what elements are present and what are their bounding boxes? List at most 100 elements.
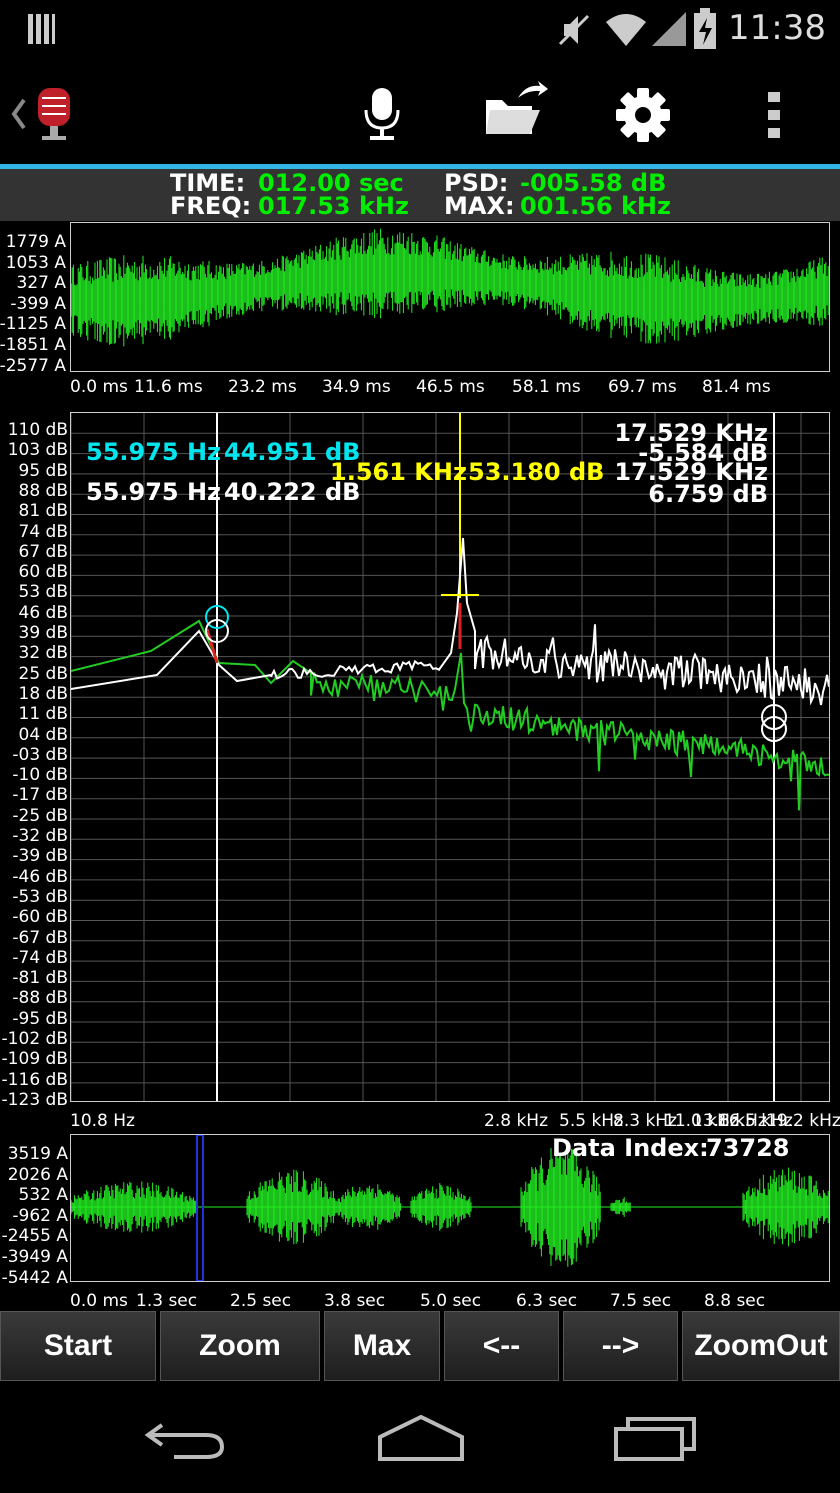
spectrum-y-label: 74 dB bbox=[18, 521, 69, 542]
waveform-y-label: -1125 A bbox=[0, 314, 66, 335]
overview-y-label: 2026 A bbox=[7, 1164, 68, 1185]
psd-label: PSD: bbox=[444, 169, 509, 197]
marker-white-circle bbox=[205, 619, 229, 643]
status-time: 11:38 bbox=[728, 8, 826, 48]
max-label: MAX: bbox=[444, 192, 515, 220]
marker-cyan-db: 44.951 dB bbox=[224, 438, 361, 466]
max-button[interactable]: Max bbox=[324, 1311, 440, 1381]
spectrum-y-label: 110 dB bbox=[7, 420, 68, 440]
spectrum-y-label: -74 dB bbox=[12, 947, 68, 968]
white-spectrum-line bbox=[70, 537, 830, 706]
navigation-bar bbox=[0, 1381, 840, 1493]
waveform-x-label: 46.5 ms bbox=[416, 377, 485, 397]
start-button[interactable]: Start bbox=[0, 1311, 156, 1381]
spectrum-y-label: -109 dB bbox=[1, 1049, 68, 1070]
back-icon[interactable] bbox=[144, 1417, 228, 1461]
overview-x-label: 6.3 sec bbox=[516, 1291, 578, 1311]
waveform-x-label: 81.4 ms bbox=[702, 377, 771, 397]
spectrum-y-label: 11 dB bbox=[18, 704, 69, 725]
info-bar: TIME: 012.00 sec FREQ: 017.53 kHz PSD: -… bbox=[0, 169, 840, 221]
marker-yellow-freq: 1.561 KHz bbox=[330, 458, 467, 486]
overview-y-label: -3949 A bbox=[1, 1247, 68, 1267]
data-index-label: Data Index: bbox=[552, 1134, 709, 1162]
spectrum-traces bbox=[70, 413, 830, 1101]
marker-yellow-db: 53.180 dB bbox=[468, 458, 605, 486]
spectrum-y-label: 53 dB bbox=[18, 582, 69, 603]
folder-share-icon[interactable] bbox=[482, 80, 550, 140]
marker-cyan-freq: 55.975 Hz bbox=[86, 438, 222, 466]
home-icon[interactable] bbox=[376, 1413, 466, 1463]
spectrum-y-label: -67 dB bbox=[12, 927, 68, 948]
waveform-x-label: 58.1 ms bbox=[512, 377, 581, 397]
spectrum-y-label: -95 dB bbox=[12, 1008, 68, 1029]
spectrum-y-label: 25 dB bbox=[18, 663, 69, 684]
spectrum-y-label: -116 dB bbox=[1, 1069, 68, 1090]
overview-x-label: 2.5 sec bbox=[230, 1291, 292, 1311]
zoom-button[interactable]: Zoom bbox=[160, 1311, 320, 1381]
waveform-plot[interactable] bbox=[70, 222, 830, 372]
marker-white-freq: 55.975 Hz bbox=[86, 478, 222, 506]
waveform-y-label: 327 A bbox=[16, 273, 66, 294]
overflow-menu-icon[interactable] bbox=[766, 90, 782, 140]
freq-value: 017.53 kHz bbox=[258, 192, 409, 220]
action-bar-divider bbox=[0, 164, 840, 169]
waveform-line bbox=[70, 228, 829, 347]
spectrum-y-label: -25 dB bbox=[12, 805, 68, 826]
spectrum-x-label: 19.2 kHz bbox=[766, 1111, 840, 1131]
waveform-x-label: 23.2 ms bbox=[228, 377, 297, 397]
marker-cyan-circle bbox=[205, 605, 229, 629]
back-chevron-icon[interactable] bbox=[8, 96, 28, 132]
prev-button[interactable]: <-- bbox=[444, 1311, 559, 1381]
marker-right-db2: 6.759 dB bbox=[648, 480, 768, 508]
next-button[interactable]: --> bbox=[563, 1311, 678, 1381]
spectrum-y-label: 95 dB bbox=[18, 460, 69, 481]
spectrum-x-label: 2.8 kHz bbox=[484, 1111, 548, 1131]
app-mic-logo-icon[interactable] bbox=[30, 84, 78, 144]
spectrum-y-label: 18 dB bbox=[18, 683, 69, 704]
spectrum-y-label: 32 dB bbox=[18, 643, 69, 664]
zoomout-button[interactable]: ZoomOut bbox=[682, 1311, 840, 1381]
waveform-y-label: 1053 A bbox=[5, 252, 66, 273]
spectrum-y-label: -60 dB bbox=[12, 907, 68, 928]
overview-y-label: -5442 A bbox=[1, 1267, 68, 1288]
spectrum-y-label: 46 dB bbox=[18, 602, 69, 623]
marker-red-left bbox=[205, 628, 219, 664]
signal-icon bbox=[652, 12, 686, 46]
spectrum-x-label: 13.8 kHz bbox=[692, 1111, 767, 1131]
wifi-icon bbox=[606, 14, 646, 46]
spectrum-y-label: 81 dB bbox=[18, 501, 69, 522]
waveform-trace bbox=[70, 228, 829, 347]
control-buttons: Start Zoom Max <-- --> ZoomOut bbox=[0, 1311, 840, 1381]
spectrum-plot[interactable] bbox=[70, 412, 830, 1102]
spectrum-y-label: 88 dB bbox=[18, 480, 69, 501]
spectrum-y-label: 39 dB bbox=[18, 623, 69, 643]
spectrum-y-label: -88 dB bbox=[12, 988, 68, 1009]
spectrum-y-label: -32 dB bbox=[12, 826, 68, 846]
overview-x-label: 7.5 sec bbox=[610, 1291, 672, 1311]
spectrum-y-label: -46 dB bbox=[12, 866, 68, 887]
spectrum-y-label: -17 dB bbox=[12, 785, 68, 806]
spectrum-y-label: -53 dB bbox=[12, 886, 68, 907]
spectrum-x-label: 8.3 kHz bbox=[613, 1111, 677, 1131]
spectrum-y-label: 04 dB bbox=[18, 724, 69, 745]
recents-icon[interactable] bbox=[612, 1417, 698, 1461]
microphone-icon[interactable] bbox=[362, 86, 402, 142]
psd-value: -005.58 dB bbox=[520, 169, 667, 197]
overview-x-label: 5.0 sec bbox=[420, 1291, 482, 1311]
spectrum-x-label: 10.8 Hz bbox=[70, 1111, 135, 1131]
marker-right-circle-high bbox=[761, 704, 787, 730]
overview-plot[interactable] bbox=[70, 1134, 830, 1282]
marker-right-circle-low bbox=[761, 716, 787, 742]
time-label: TIME: bbox=[170, 169, 246, 197]
marker-right-freq2: 17.529 KHz bbox=[614, 458, 768, 486]
data-index-value: 73728 bbox=[706, 1134, 790, 1162]
overview-y-label: -962 A bbox=[12, 1205, 68, 1226]
spectrum-y-label: -81 dB bbox=[12, 968, 68, 989]
mute-icon bbox=[558, 14, 590, 46]
overview-x-label: 0.0 ms bbox=[70, 1291, 128, 1311]
spectrum-x-axis: 10.8 Hz 2.8 kHz 5.5 kHz 8.3 kHz 11.0 kHz 13.8… bbox=[0, 1111, 840, 1133]
spectrum-y-label: -39 dB bbox=[12, 846, 68, 867]
settings-gear-icon[interactable] bbox=[614, 86, 672, 144]
freq-label: FREQ: bbox=[170, 192, 252, 220]
waveform-x-label: 0.0 ms bbox=[70, 377, 128, 397]
